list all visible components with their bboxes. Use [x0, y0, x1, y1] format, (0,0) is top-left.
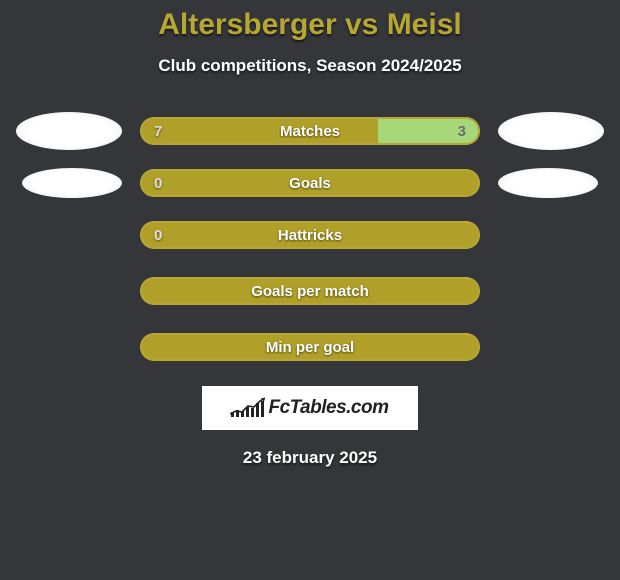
logo-text: FcTables.com — [268, 397, 388, 419]
stat-row: 0Hattricks — [10, 216, 610, 254]
avatar-placeholder — [16, 272, 122, 310]
stat-label: Matches — [140, 123, 480, 140]
fctables-logo: FcTables.com — [202, 386, 418, 430]
stat-label: Hattricks — [140, 227, 480, 244]
logo-bar — [241, 411, 244, 417]
logo-bar — [246, 407, 249, 417]
stat-bar: 0Hattricks — [140, 221, 480, 249]
stat-row: 0Goals — [10, 168, 610, 198]
stat-bar: 73Matches — [140, 117, 480, 145]
avatar-placeholder — [16, 328, 122, 366]
stat-label: Goals per match — [140, 283, 480, 300]
player-left-avatar — [22, 168, 122, 198]
player-left-avatar — [16, 112, 122, 150]
date-label: 23 february 2025 — [0, 448, 620, 468]
infographic-root: Altersberger vs Meisl Club competitions,… — [0, 0, 620, 468]
logo-bar — [231, 412, 234, 417]
logo-bar — [236, 410, 239, 417]
avatar-placeholder — [498, 216, 604, 254]
stat-rows: 73Matches 0Goals 0Hattricks Goals per match… — [0, 112, 620, 366]
stat-bar: Min per goal — [140, 333, 480, 361]
logo-chart-icon — [231, 399, 264, 417]
stat-label: Min per goal — [140, 339, 480, 356]
page-title: Altersberger vs Meisl — [0, 8, 620, 42]
avatar-placeholder — [16, 216, 122, 254]
stat-bar: 0Goals — [140, 169, 480, 197]
stat-row: Min per goal — [10, 328, 610, 366]
player-right-avatar — [498, 168, 598, 198]
stat-row: 73Matches — [10, 112, 610, 150]
logo-bar — [261, 401, 264, 417]
stat-row: Goals per match — [10, 272, 610, 310]
avatar-placeholder — [498, 272, 604, 310]
stat-bar: Goals per match — [140, 277, 480, 305]
avatar-placeholder — [498, 328, 604, 366]
stat-label: Goals — [140, 175, 480, 192]
logo-bar — [256, 403, 259, 417]
page-subtitle: Club competitions, Season 2024/2025 — [0, 56, 620, 76]
logo-bar — [251, 408, 254, 417]
player-right-avatar — [498, 112, 604, 150]
